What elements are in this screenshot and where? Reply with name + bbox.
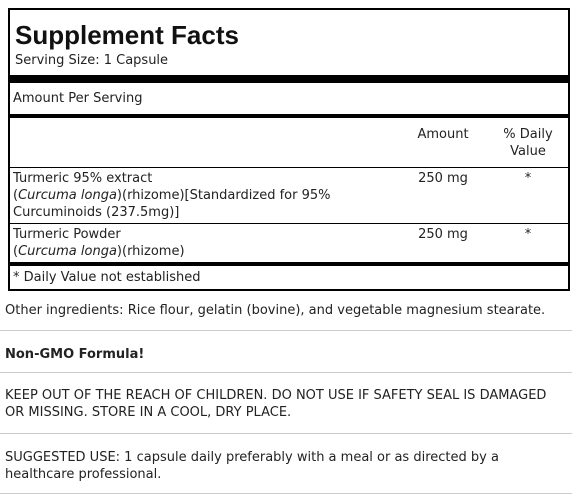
separator — [0, 372, 572, 373]
ingredient: Turmeric Powder (Curcuma longa)(rhizome) — [13, 226, 393, 260]
warning: KEEP OUT OF THE REACH OF CHILDREN. DO NO… — [5, 388, 547, 420]
non-gmo: Non-GMO Formula! — [5, 347, 145, 362]
panel-title: Supplement Facts — [15, 20, 239, 50]
serving-size: Serving Size: 1 Capsule — [15, 53, 169, 68]
ingredient-latin: Curcuma longa — [18, 188, 117, 203]
ingredient-desc: )(rhizome)[Standardized for 95% Curcumin… — [13, 188, 331, 220]
ingredient-name: Turmeric Powder — [13, 227, 121, 242]
amount: 250 mg — [418, 171, 468, 186]
supplement-facts-panel: Supplement Facts Serving Size: 1 Capsule… — [8, 8, 570, 291]
other-ingredients: Other ingredients: Rice flour, gelatin (… — [5, 303, 546, 318]
suggested-use: SUGGESTED USE: 1 capsule daily preferabl… — [5, 450, 499, 482]
footnote: * Daily Value not established — [13, 270, 201, 285]
ingredient-row: Turmeric Powder (Curcuma longa)(rhizome)… — [10, 224, 568, 262]
divider — [10, 223, 568, 224]
column-label: Amount — [417, 127, 469, 142]
column-label: % Daily Value — [503, 127, 553, 159]
separator — [0, 330, 572, 331]
ingredient-desc: )(rhizome) — [116, 244, 185, 259]
amount-per-serving: Amount Per Serving — [13, 91, 143, 106]
amount: 250 mg — [418, 227, 468, 242]
daily-value: * — [524, 227, 532, 242]
ingredient-name: Turmeric 95% extract — [13, 171, 153, 186]
ingredient-row: Turmeric 95% extract (Curcuma longa)(rhi… — [10, 168, 568, 223]
column-header: Amount % Daily Value — [10, 118, 568, 167]
ingredient: Turmeric 95% extract (Curcuma longa)(rhi… — [13, 170, 393, 221]
ingredient-desc: ( — [13, 244, 19, 259]
ingredient-latin: Curcuma longa — [18, 244, 117, 259]
daily-value: * — [524, 171, 532, 186]
divider — [10, 75, 568, 83]
ingredient-desc: ( — [13, 188, 19, 203]
divider — [10, 114, 568, 118]
spacer — [13, 126, 393, 160]
divider — [10, 167, 568, 168]
divider — [10, 262, 568, 266]
separator — [0, 493, 572, 494]
separator — [0, 433, 572, 434]
